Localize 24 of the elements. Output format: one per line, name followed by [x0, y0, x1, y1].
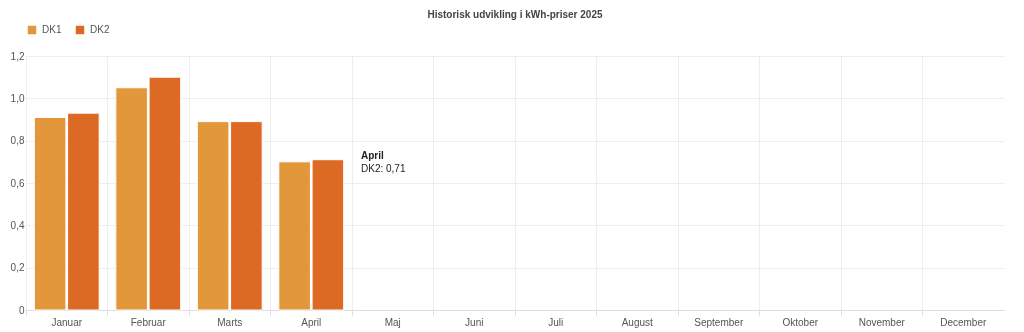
y-tick-label: 1,2: [10, 50, 25, 62]
x-tick-label: April: [301, 316, 322, 328]
y-tick-label: 0,2: [10, 262, 25, 274]
legend-label: DK1: [42, 24, 62, 35]
annotation: April: [361, 150, 384, 161]
x-tick-label: Juli: [548, 316, 564, 328]
x-tick-label: September: [694, 316, 744, 328]
x-tick-label: August: [621, 316, 654, 328]
legend-label: DK2: [90, 24, 110, 35]
y-tick-label: 1,0: [10, 92, 25, 104]
y-tick-label: 0: [18, 304, 25, 316]
x-tick-label: December: [940, 316, 987, 328]
x-tick-label: Juni: [465, 316, 484, 328]
y-tick-label: 0,8: [10, 135, 25, 147]
x-tick-label: Januar: [51, 316, 83, 328]
x-tick-label: Februar: [130, 316, 167, 328]
y-tick-label: 0,6: [10, 177, 25, 189]
chart-title: Historisk udvikling i kWh-priser 2025: [427, 9, 603, 20]
x-tick-label: Marts: [217, 316, 243, 328]
x-tick-label: November: [858, 316, 906, 328]
y-tick-label: 0,4: [10, 219, 25, 231]
x-tick-label: Maj: [384, 316, 401, 328]
annotation: DK2: 0,71: [361, 163, 406, 174]
x-tick-label: Oktober: [782, 316, 819, 328]
